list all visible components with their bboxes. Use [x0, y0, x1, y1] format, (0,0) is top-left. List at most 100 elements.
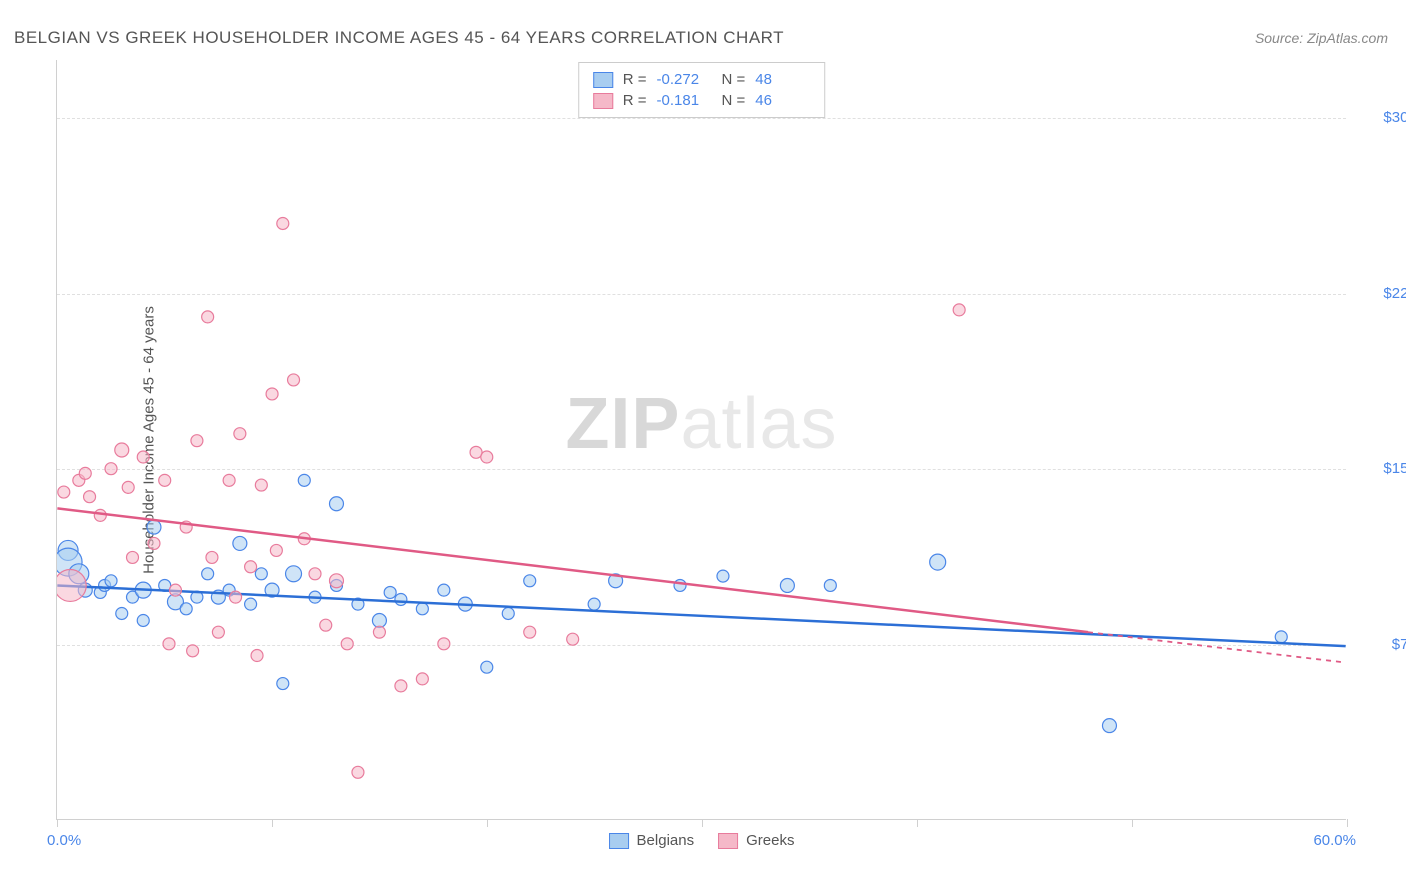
x-tick — [272, 819, 273, 827]
legend-item-belgians: Belgians — [609, 832, 695, 849]
data-point — [288, 374, 300, 386]
data-point — [416, 603, 428, 615]
data-point — [416, 673, 428, 685]
correlation-legend: R = -0.272 N = 48 R = -0.181 N = 46 — [578, 62, 826, 118]
data-point — [717, 570, 729, 582]
data-point — [255, 568, 267, 580]
data-point — [255, 479, 267, 491]
data-point — [277, 217, 289, 229]
data-point — [277, 678, 289, 690]
r-value-greeks: -0.181 — [657, 92, 712, 109]
data-point — [187, 645, 199, 657]
legend-row-belgians: R = -0.272 N = 48 — [593, 69, 811, 90]
data-point — [270, 544, 282, 556]
data-point — [245, 561, 257, 573]
data-point — [481, 661, 493, 673]
data-point — [245, 598, 257, 610]
data-point — [115, 443, 129, 457]
data-point — [191, 435, 203, 447]
data-point — [438, 638, 450, 650]
source-label: Source: ZipAtlas.com — [1255, 30, 1388, 46]
data-point — [373, 626, 385, 638]
swatch-belgians — [593, 72, 613, 88]
data-point — [481, 451, 493, 463]
x-axis-min-label: 0.0% — [47, 832, 81, 849]
y-tick-label: $300,000 — [1356, 109, 1406, 126]
chart-container: BELGIAN VS GREEK HOUSEHOLDER INCOME AGES… — [0, 0, 1406, 892]
data-point — [202, 311, 214, 323]
data-point — [286, 566, 302, 582]
data-point — [930, 554, 946, 570]
legend-item-greeks: Greeks — [718, 832, 794, 849]
data-point — [341, 638, 353, 650]
y-tick-label: $150,000 — [1356, 460, 1406, 477]
data-point — [233, 536, 247, 550]
data-point — [116, 607, 128, 619]
x-tick — [917, 819, 918, 827]
r-label: R = — [623, 92, 647, 109]
data-point — [206, 551, 218, 563]
legend-label-greeks: Greeks — [746, 832, 794, 849]
data-point — [329, 574, 343, 588]
data-point — [384, 586, 396, 598]
data-point — [524, 575, 536, 587]
r-value-belgians: -0.272 — [657, 71, 712, 88]
data-point — [1102, 719, 1116, 733]
data-point — [122, 481, 134, 493]
data-point — [212, 626, 224, 638]
data-point — [372, 614, 386, 628]
legend-row-greeks: R = -0.181 N = 46 — [593, 90, 811, 111]
n-value-belgians: 48 — [755, 71, 810, 88]
data-point — [502, 607, 514, 619]
data-point — [251, 650, 263, 662]
data-point — [320, 619, 332, 631]
chart-svg — [57, 60, 1346, 819]
series-legend: Belgians Greeks — [609, 832, 795, 849]
data-point — [137, 615, 149, 627]
data-point — [58, 486, 70, 498]
data-point — [223, 474, 235, 486]
x-tick — [1132, 819, 1133, 827]
x-axis-max-label: 60.0% — [1313, 832, 1356, 849]
n-value-greeks: 46 — [755, 92, 810, 109]
data-point — [780, 578, 794, 592]
data-point — [395, 593, 407, 605]
x-tick — [487, 819, 488, 827]
y-tick-label: $75,000 — [1356, 636, 1406, 653]
trend-line — [57, 585, 1345, 646]
data-point — [84, 491, 96, 503]
data-point — [298, 474, 310, 486]
x-tick — [57, 819, 58, 827]
x-tick — [1347, 819, 1348, 827]
plot-area: Householder Income Ages 45 - 64 years ZI… — [56, 60, 1346, 820]
data-point — [163, 638, 175, 650]
data-point — [105, 575, 117, 587]
data-point — [309, 568, 321, 580]
data-point — [395, 680, 407, 692]
data-point — [148, 537, 160, 549]
chart-title: BELGIAN VS GREEK HOUSEHOLDER INCOME AGES… — [14, 28, 784, 48]
swatch-greeks-icon — [718, 833, 738, 849]
legend-label-belgians: Belgians — [637, 832, 695, 849]
x-tick — [702, 819, 703, 827]
data-point — [824, 579, 836, 591]
r-label: R = — [623, 71, 647, 88]
n-label: N = — [722, 71, 746, 88]
data-point — [147, 520, 161, 534]
data-point — [105, 463, 117, 475]
data-point — [352, 766, 364, 778]
swatch-greeks — [593, 93, 613, 109]
data-point — [230, 591, 242, 603]
data-point — [524, 626, 536, 638]
swatch-belgians-icon — [609, 833, 629, 849]
data-point — [159, 474, 171, 486]
data-point — [94, 509, 106, 521]
data-point — [329, 497, 343, 511]
y-tick-label: $225,000 — [1356, 285, 1406, 302]
data-point — [137, 451, 149, 463]
data-point — [57, 569, 86, 601]
data-point — [169, 584, 181, 596]
data-point — [438, 584, 450, 596]
data-point — [588, 598, 600, 610]
data-point — [266, 388, 278, 400]
